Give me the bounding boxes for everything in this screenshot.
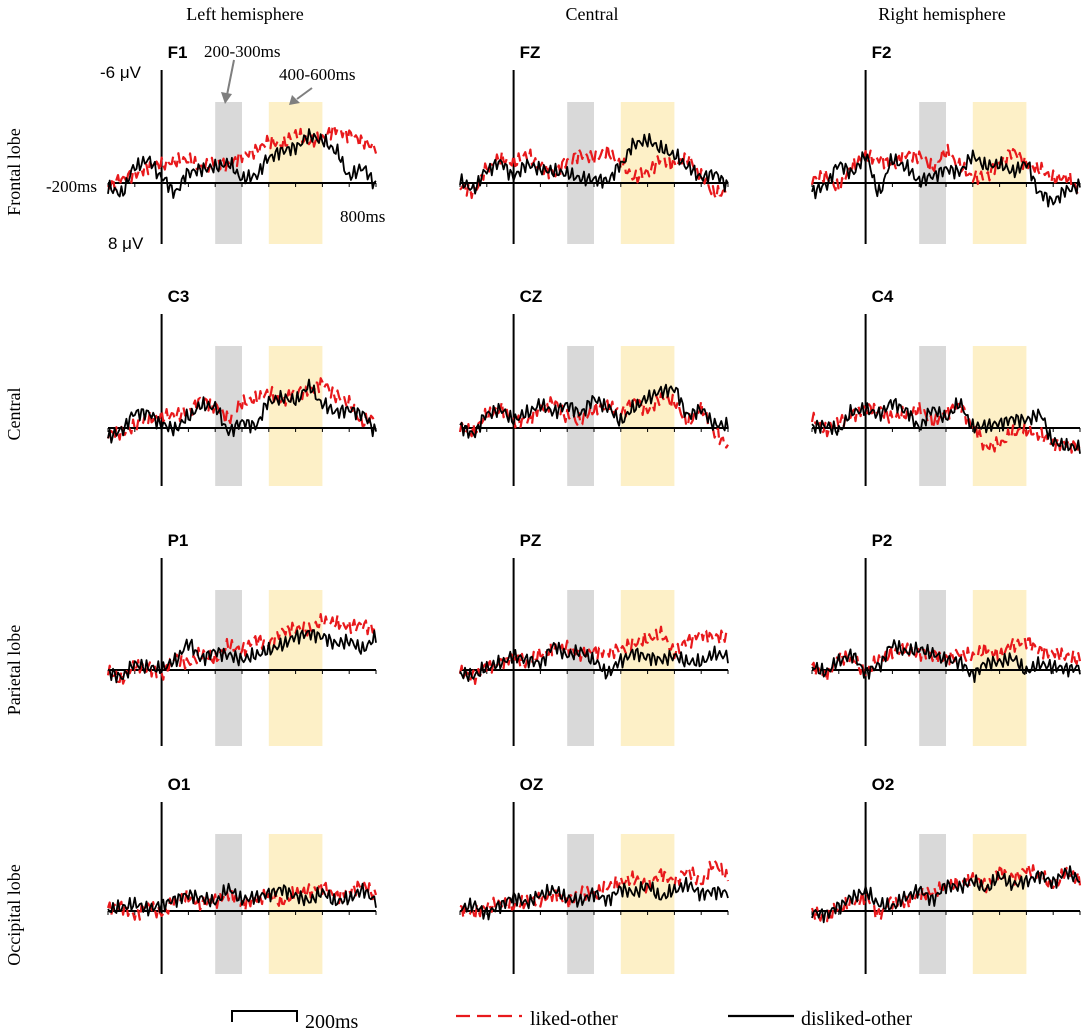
series-liked-other-p1	[106, 612, 377, 685]
window-400-600ms	[620, 346, 675, 486]
column-header-central: Central	[566, 4, 619, 24]
series-liked-other-f1	[107, 123, 378, 191]
panel-p2: P2	[811, 531, 1082, 746]
panel-c3: C3	[106, 287, 377, 486]
window-400-600ms	[268, 590, 323, 746]
panel-o2: O2	[810, 775, 1082, 974]
window-200-300ms	[215, 834, 242, 974]
xmax-axis-label: 800ms	[340, 207, 385, 226]
electrode-label-o2: O2	[872, 775, 895, 794]
row-label-occipital-lobe: Occipital lobe	[4, 864, 24, 965]
window-200-300ms	[919, 346, 946, 486]
electrode-label-fz: FZ	[520, 43, 541, 62]
panel-cz: CZ	[458, 287, 729, 486]
window-400-600ms	[620, 590, 675, 746]
series-disliked-other-p2	[811, 639, 1081, 683]
electrode-label-p2: P2	[872, 531, 893, 550]
window-200-300ms	[215, 590, 242, 746]
electrode-label-c4: C4	[872, 287, 894, 306]
panel-f2: F2	[810, 43, 1081, 244]
panel-c4: C4	[810, 287, 1081, 486]
electrode-label-f1: F1	[168, 43, 188, 62]
panel-fz: FZ	[459, 43, 729, 244]
ymin-axis-label: -6 μV	[100, 63, 142, 82]
series-disliked-other-c4	[811, 397, 1081, 454]
window-annotation-400-600: 400-600ms	[279, 65, 356, 84]
electrode-label-c3: C3	[168, 287, 190, 306]
series-disliked-other-f2	[811, 149, 1081, 208]
series-liked-other-f2	[810, 143, 1081, 197]
window-400-600ms	[972, 834, 1027, 974]
panel-f1: F1	[107, 43, 378, 244]
series-disliked-other-o1	[107, 882, 377, 917]
panel-p1: P1	[106, 531, 377, 746]
xmin-axis-label: -200ms	[46, 177, 97, 196]
window-200-300ms	[567, 834, 594, 974]
panel-oz: OZ	[459, 775, 730, 974]
series-disliked-other-o2	[811, 865, 1081, 924]
series-liked-other-c3	[106, 377, 377, 441]
series-disliked-other-oz	[459, 876, 729, 921]
panel-o1: O1	[106, 775, 378, 974]
series-liked-other-oz	[459, 859, 730, 921]
panel-pz: PZ	[458, 531, 729, 746]
row-label-frontal-lobe: Frontal lobe	[4, 128, 24, 216]
series-disliked-other-pz	[459, 641, 729, 682]
arrow-icon	[289, 87, 313, 105]
series-liked-other-cz	[458, 392, 729, 449]
column-header-right-hemisphere: Right hemisphere	[878, 4, 1005, 24]
electrode-label-p1: P1	[168, 531, 189, 550]
window-200-300ms	[215, 346, 242, 486]
row-label-parietal-lobe: Parietal lobe	[4, 625, 24, 715]
ymax-axis-label: 8 μV	[108, 234, 144, 253]
series-disliked-other-cz	[459, 383, 729, 439]
legend-liked-other-label: liked-other	[530, 1008, 618, 1030]
window-200-300ms	[567, 590, 594, 746]
series-disliked-other-p1	[107, 629, 377, 684]
row-label-central: Central	[4, 388, 24, 441]
scale-bar-label: 200ms	[305, 1011, 359, 1033]
electrode-label-f2: F2	[872, 43, 892, 62]
series-liked-other-c4	[810, 400, 1081, 455]
scale-bar	[231, 1010, 298, 1022]
electrode-label-pz: PZ	[520, 531, 542, 550]
electrode-label-oz: OZ	[520, 775, 544, 794]
window-400-600ms	[268, 346, 323, 486]
window-annotation-200-300: 200-300ms	[204, 42, 281, 61]
window-400-600ms	[620, 834, 675, 974]
window-200-300ms	[919, 590, 946, 746]
arrow-icon	[221, 59, 235, 104]
window-200-300ms	[919, 834, 946, 974]
window-200-300ms	[567, 346, 594, 486]
legend-disliked-other-label: disliked-other	[801, 1008, 912, 1030]
erp-panels: F1 FZ F2 C3 CZ C4 P1 PZ P2 O1 OZ O2	[106, 43, 1082, 974]
window-400-600ms	[268, 102, 323, 244]
series-disliked-other-c3	[107, 378, 377, 444]
electrode-label-o1: O1	[168, 775, 191, 794]
window-400-600ms	[972, 590, 1027, 746]
column-header-left-hemisphere: Left hemisphere	[186, 4, 303, 24]
electrode-label-cz: CZ	[520, 287, 543, 306]
series-disliked-other-fz	[459, 132, 729, 195]
series-disliked-other-f1	[107, 128, 377, 199]
